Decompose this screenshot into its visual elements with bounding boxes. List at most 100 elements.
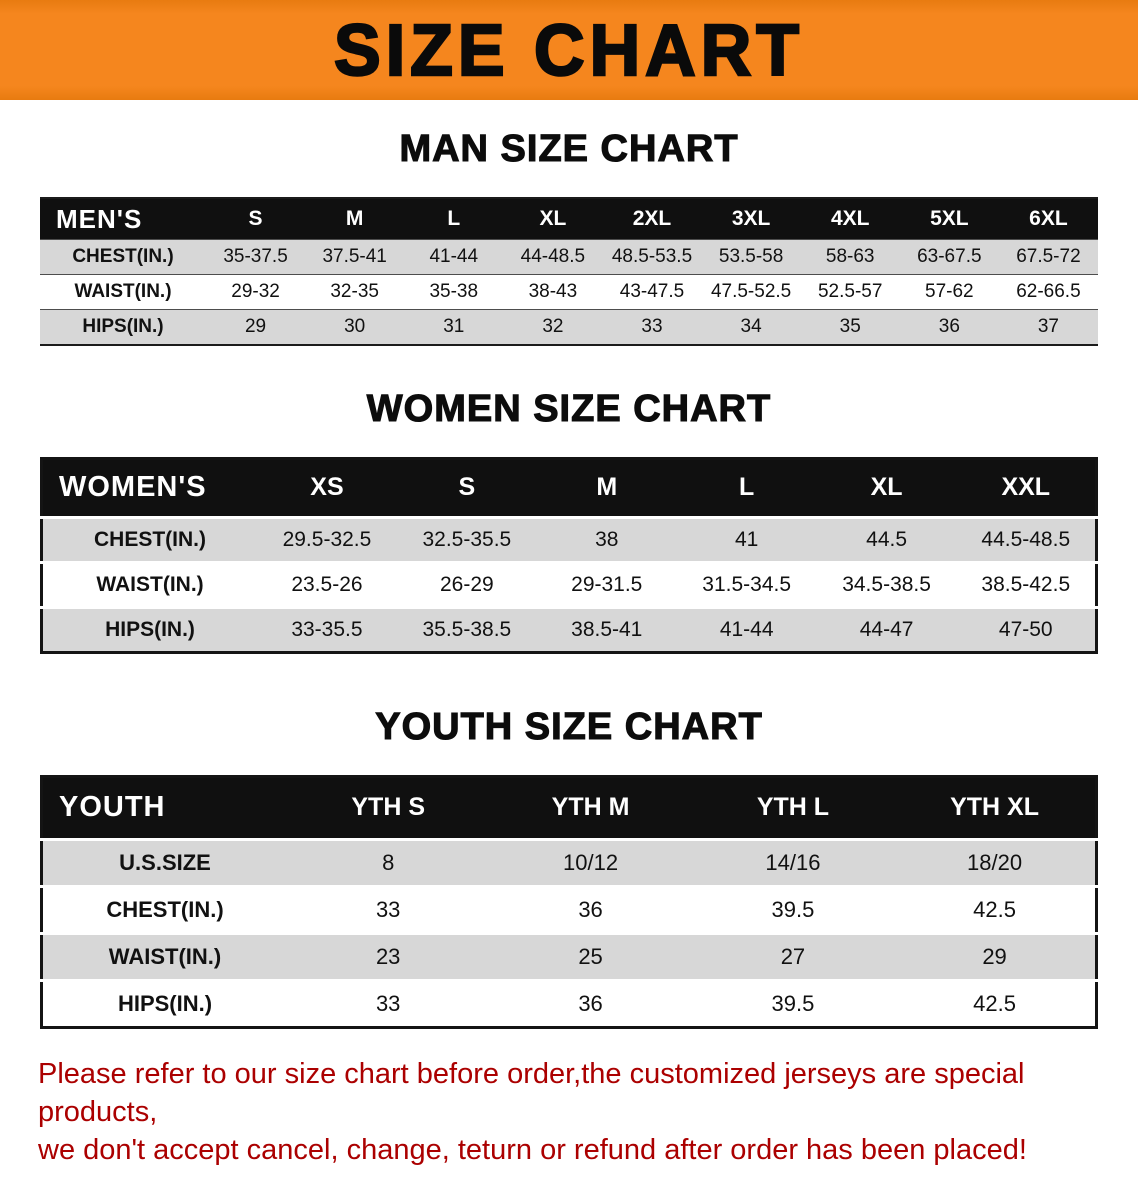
women-value-cell: 32.5-35.5: [422, 527, 512, 551]
women-size-col-6: XXL: [956, 458, 1097, 517]
banner-title: SIZE CHART: [333, 9, 804, 91]
youth-value-cell: 39.5: [771, 896, 815, 922]
men-row-1: CHEST(IN.) 35-37.5 37.5-41 41-44 44-48.5 48.5…: [40, 239, 1098, 275]
women-value-cell: 33-35.5: [291, 617, 363, 641]
men-section: MAN SIZE CHART MEN'S S M L XL 2XL 3XL 4XL 5XL 6XL…: [0, 100, 1138, 346]
women-value-cell: 26-29: [440, 572, 494, 596]
women-value-cell: 38.5-42.5: [981, 572, 1071, 596]
youth-value-cell: 33: [375, 990, 401, 1016]
youth-value-cell: 18/20: [967, 849, 1023, 875]
men-value-cell: 34: [740, 315, 762, 337]
men-value-cell: 38-43: [528, 281, 578, 302]
women-row-label: CHEST(IN.): [94, 527, 206, 551]
women-row-1: CHEST(IN.) 29.5-32.5 32.5-35.5 38 41 44.5 44.5…: [41, 517, 1097, 562]
women-value-cell: 44.5: [866, 527, 908, 551]
men-row-label: CHEST(IN.): [72, 246, 174, 267]
men-row-2: WAIST(IN.) 29-32 32-35 35-38 38-43 43-47.5 47.…: [40, 274, 1098, 310]
youth-row-label: HIPS(IN.): [117, 990, 213, 1016]
men-value-cell: 52.5-57: [817, 281, 883, 302]
men-value-cell: 58-63: [825, 246, 875, 267]
men-size-table: MEN'S S M L XL 2XL 3XL 4XL 5XL 6XL CHEST(IN.) 35-37…: [40, 197, 1098, 346]
notice-line-1: Please refer to our size chart before or…: [38, 1057, 1025, 1128]
women-size-col-2: S: [396, 458, 537, 517]
youth-size-col-3: YTH L: [691, 776, 895, 839]
women-section: WOMEN SIZE CHART WOMEN'S XS S M L XL XXL CHEST(…: [0, 346, 1138, 654]
men-value-cell: 35: [839, 315, 861, 337]
men-value-cell: 37.5-41: [322, 246, 387, 267]
women-value-cell: 38.5-41: [571, 617, 643, 641]
men-size-col-6: 3XL: [701, 198, 801, 240]
men-value-cell: 67.5-72: [1016, 246, 1081, 267]
men-row-label: HIPS(IN.): [82, 315, 164, 337]
youth-value-cell: 36: [578, 896, 603, 922]
men-row-3: HIPS(IN.) 29 30 31 32 33 34 35 36 37: [40, 309, 1098, 345]
youth-value-cell: 14/16: [765, 849, 821, 875]
men-value-cell: 47.5-52.5: [710, 281, 792, 302]
youth-value-cell: 39.5: [771, 990, 815, 1016]
youth-row-label: CHEST(IN.): [106, 896, 224, 922]
men-value-cell: 57-62: [925, 281, 974, 302]
youth-row-2: CHEST(IN.) 33 36 39.5 42.5: [41, 886, 1097, 933]
men-value-cell: 29: [244, 315, 267, 337]
men-value-cell: 48.5-53.5: [611, 246, 693, 267]
men-value-cell: 32: [542, 315, 564, 337]
men-corner-label: MEN'S: [40, 198, 206, 240]
women-size-col-5: XL: [816, 458, 957, 517]
men-size-col-5: 2XL: [602, 198, 702, 240]
women-size-table: WOMEN'S XS S M L XL XXL CHEST(IN.) 29.5-32.5 32.5…: [40, 456, 1098, 654]
youth-row-4: HIPS(IN.) 33 36 39.5 42.5: [41, 980, 1097, 1027]
youth-section: YOUTH SIZE CHART YOUTH YTH S YTH M YTH L YTH…: [0, 654, 1138, 1029]
men-value-cell: 35-38: [429, 281, 479, 302]
youth-size-col-1: YTH S: [287, 776, 490, 839]
men-size-col-8: 5XL: [899, 198, 999, 240]
men-value-cell: 41-44: [429, 246, 479, 267]
women-value-cell: 38: [595, 527, 619, 551]
youth-value-cell: 36: [578, 990, 603, 1016]
men-value-cell: 44-48.5: [520, 246, 586, 267]
men-value-cell: 32-35: [330, 281, 379, 302]
notice-line-2: we don't accept cancel, change, teturn o…: [38, 1134, 1027, 1167]
men-size-col-2: M: [305, 198, 405, 240]
men-size-col-3: L: [404, 198, 504, 240]
youth-value-cell: 33: [375, 896, 401, 922]
footer-notice: Please refer to our size chart before or…: [38, 1055, 1100, 1170]
youth-value-cell: 23: [375, 943, 401, 969]
women-value-cell: 29-31.5: [571, 572, 643, 596]
women-corner-label: WOMEN'S: [41, 458, 257, 517]
youth-value-cell: 27: [780, 943, 806, 969]
women-size-col-3: M: [536, 458, 677, 517]
women-value-cell: 44-47: [859, 617, 914, 641]
men-value-cell: 29-32: [231, 281, 280, 302]
men-value-cell: 63-67.5: [917, 246, 982, 267]
youth-section-heading: YOUTH SIZE CHART: [375, 705, 763, 748]
youth-row-3: WAIST(IN.) 23 25 27 29: [41, 933, 1097, 980]
men-value-cell: 37: [1037, 315, 1059, 337]
youth-row-1: U.S.SIZE 8 10/12 14/16 18/20: [41, 839, 1097, 886]
men-section-heading: MAN SIZE CHART: [399, 127, 739, 170]
men-value-cell: 36: [938, 315, 960, 337]
men-value-cell: 62-66.5: [1016, 281, 1081, 302]
men-header-row: MEN'S S M L XL 2XL 3XL 4XL 5XL 6XL: [40, 198, 1098, 240]
women-value-cell: 34.5-38.5: [842, 572, 931, 596]
women-value-cell: 41: [734, 527, 759, 551]
women-section-heading: WOMEN SIZE CHART: [366, 387, 772, 430]
youth-value-cell: 10/12: [563, 849, 619, 875]
youth-row-label: U.S.SIZE: [119, 849, 211, 875]
youth-corner-label: YOUTH: [41, 776, 287, 839]
youth-value-cell: 25: [578, 943, 603, 969]
women-value-cell: 23.5-26: [291, 572, 363, 596]
youth-row-label: WAIST(IN.): [108, 943, 222, 969]
men-size-col-1: S: [206, 198, 306, 240]
men-size-col-9: 6XL: [998, 198, 1098, 240]
women-size-col-4: L: [676, 458, 817, 517]
youth-value-cell: 8: [382, 849, 395, 875]
women-row-3: HIPS(IN.) 33-35.5 35.5-38.5 38.5-41 41-44 44-…: [41, 607, 1097, 652]
youth-size-col-2: YTH M: [489, 776, 692, 839]
women-row-label: HIPS(IN.): [105, 617, 195, 641]
women-row-label: WAIST(IN.): [96, 572, 204, 596]
banner: SIZE CHART: [0, 0, 1138, 100]
men-size-col-7: 4XL: [800, 198, 900, 240]
women-size-col-1: XS: [257, 458, 397, 517]
youth-size-col-4: YTH XL: [894, 776, 1097, 839]
